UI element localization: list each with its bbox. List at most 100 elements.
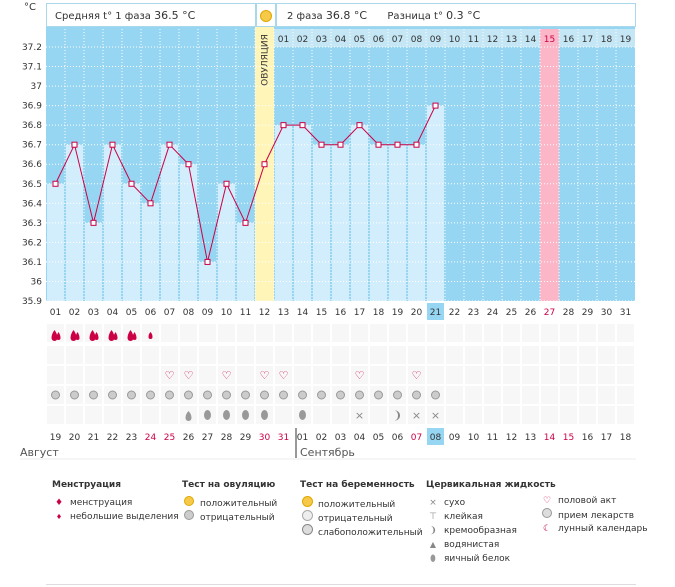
- cycle-day-label: 25: [506, 308, 517, 318]
- symbol-cell: [579, 386, 596, 404]
- egg-white-icon: [242, 410, 249, 420]
- cycle-day-label: 28: [563, 308, 575, 318]
- symbol-cell: [161, 406, 178, 424]
- temperature-point: [375, 141, 382, 148]
- calendar-date-label: 12: [506, 433, 517, 443]
- top-day-label: 09: [430, 35, 442, 45]
- cycle-day-label: 26: [525, 308, 537, 318]
- cycle-day-label: 13: [278, 308, 289, 318]
- top-day-label: 08: [411, 35, 423, 45]
- symbol-cell: [313, 346, 330, 364]
- temperature-point: [299, 122, 306, 129]
- ovulation-test-icon: [165, 390, 174, 400]
- symbol-cell: [560, 324, 577, 342]
- symbol-cell: [522, 406, 539, 424]
- menstruation-icon: ♦: [54, 498, 64, 508]
- creamy-icon: ❩: [429, 526, 437, 536]
- symbol-cell: [560, 406, 577, 424]
- symbol-cell: [598, 386, 615, 404]
- symbol-cell: [104, 346, 121, 364]
- spotting-drop-icon: [148, 332, 153, 339]
- top-day-label: 18: [601, 35, 613, 45]
- calendar-date-label: 28: [221, 433, 233, 443]
- ovulation-test-icon: [241, 390, 250, 400]
- symbol-cell: [503, 366, 520, 384]
- symbol-cell: [313, 324, 330, 342]
- symbol-cell: [85, 406, 102, 424]
- diff-label: Разница t°: [387, 11, 443, 22]
- symbol-cell: [579, 406, 596, 424]
- legend-cervical-fluid: Цервикальная жидкость × сухо ⊤ клейкая ❩ кр…: [426, 480, 556, 566]
- ovulation-test-icon: [279, 390, 288, 400]
- egg-white-icon: [299, 410, 306, 420]
- temperature-point: [90, 219, 97, 226]
- temperature-point: [52, 180, 59, 187]
- temperature-point: [261, 161, 268, 168]
- symbol-cell: [66, 346, 83, 364]
- ovulation-test-icon: [108, 390, 117, 400]
- symbol-cell: [275, 346, 292, 364]
- top-day-label: 02: [297, 35, 308, 45]
- phase2-summary: 2 фаза 36.8 °C Разница t° 0.3 °C: [276, 3, 636, 27]
- temperature-point: [356, 122, 363, 129]
- temperature-point: [394, 141, 401, 148]
- symbol-cell: [560, 386, 577, 404]
- symbol-cell: [256, 324, 273, 342]
- y-tick-label: 36.3: [22, 219, 42, 229]
- temperature-bar: [123, 183, 140, 301]
- symbol-cell: [484, 366, 501, 384]
- calendar-date-label: 16: [582, 433, 594, 443]
- menstruation-drop-icon: [132, 332, 137, 340]
- calendar-date-label: 11: [487, 433, 498, 443]
- cycle-day-label: 19: [392, 308, 404, 318]
- symbol-cell: [256, 366, 273, 384]
- symbol-cell: [446, 366, 463, 384]
- y-tick-label: 36.1: [22, 258, 42, 268]
- symbol-cell: [123, 366, 140, 384]
- dry-icon: ×: [429, 498, 437, 508]
- menstruation-drop-icon: [51, 330, 58, 341]
- calendar-date-label: 05: [373, 433, 384, 443]
- calendar-date-label: 22: [107, 433, 118, 443]
- cycle-day-label: 20: [411, 308, 423, 318]
- temperature-bar: [85, 222, 102, 301]
- menstruation-drop-icon: [94, 332, 99, 340]
- temperature-bar: [180, 164, 197, 301]
- symbol-cell: [617, 346, 634, 364]
- sun-icon: [260, 10, 272, 22]
- top-day-label: 05: [354, 35, 365, 45]
- legend-menstruation-item: небольшие выделения: [70, 512, 179, 522]
- symbol-cell: [180, 366, 197, 384]
- symbol-cell: [465, 346, 482, 364]
- symbol-cell: [351, 406, 368, 424]
- symbol-cell: [579, 346, 596, 364]
- legend-menstruation: Менструация ♦ менструация ♦ небольшие выде…: [52, 480, 179, 524]
- temperature-bar: [294, 125, 311, 302]
- symbol-cell: [351, 324, 368, 342]
- menstruation-drop-icon: [108, 330, 115, 341]
- symbol-cell: [522, 386, 539, 404]
- legend-other-item: половой акт: [558, 496, 617, 506]
- legend-fluid-title: Цервикальная жидкость: [426, 480, 556, 490]
- ovulation-positive-icon: [182, 496, 196, 511]
- symbol-cell: [85, 366, 102, 384]
- symbol-cell: [161, 324, 178, 342]
- symbol-cell: [104, 366, 121, 384]
- symbol-cell: [503, 386, 520, 404]
- calendar-date-label: 07: [411, 433, 422, 443]
- calendar-date-label: 21: [88, 433, 99, 443]
- cycle-day-label: 12: [259, 308, 270, 318]
- symbol-cell: [199, 366, 216, 384]
- symbol-cell: [465, 324, 482, 342]
- calendar-date-label: 02: [316, 433, 327, 443]
- temperature-point: [337, 141, 344, 148]
- y-tick-label: 36.9: [22, 102, 42, 112]
- temperature-bar: [199, 261, 216, 301]
- pregnancy-negative-icon: [300, 510, 314, 526]
- y-tick-label: 37: [31, 82, 42, 92]
- top-day-label: 11: [468, 35, 479, 45]
- phase1-value: 36.5 °C: [154, 9, 196, 22]
- legend-menstruation-title: Менструация: [52, 480, 121, 490]
- symbol-cell: [180, 324, 197, 342]
- symbol-cell: [256, 346, 273, 364]
